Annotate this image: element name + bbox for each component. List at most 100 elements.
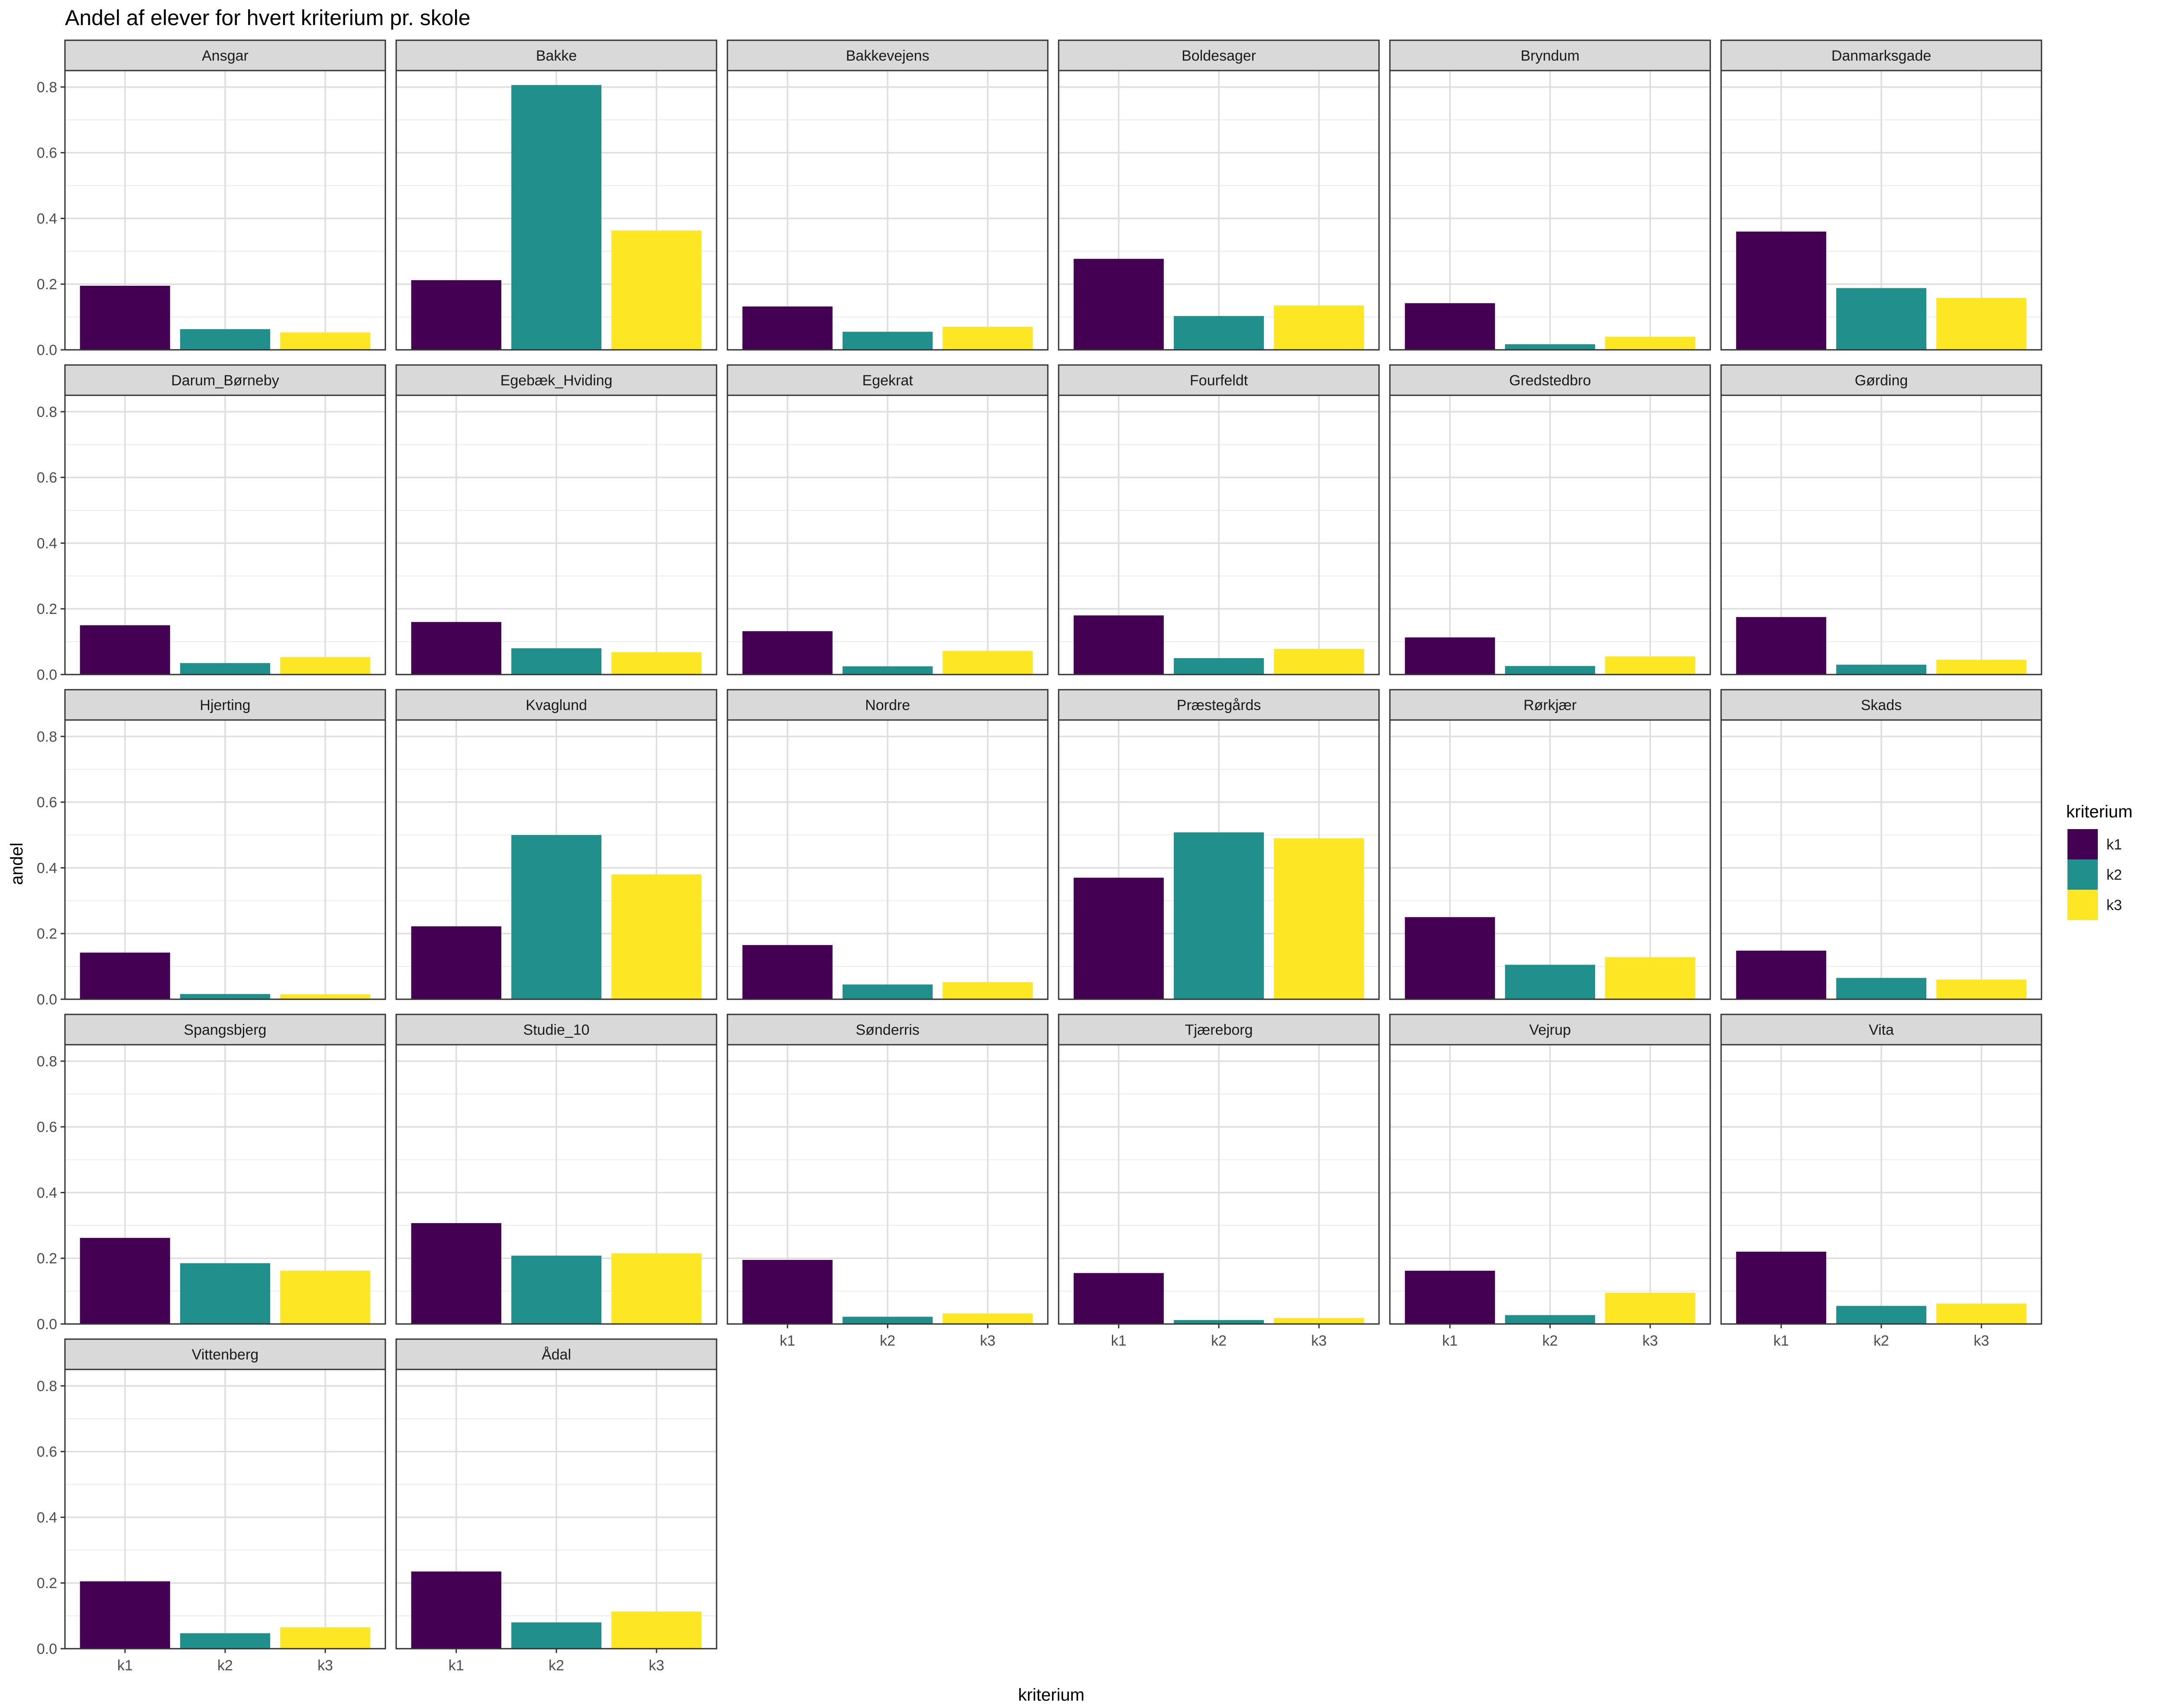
- bar-k1: [742, 1260, 833, 1324]
- legend-entries: k1 k2 k3: [2067, 829, 2122, 920]
- facet-strip: [1058, 689, 1380, 721]
- bar-k1: [411, 622, 501, 675]
- y-tick-label: 0.8: [37, 404, 57, 420]
- facet-strip: [727, 39, 1049, 71]
- bar-k1: [80, 1581, 170, 1649]
- bar-k3: [280, 332, 371, 350]
- y-tick-label: 0.8: [37, 1378, 57, 1395]
- facet-panel-gredstedbro: Gredstedbro: [1389, 364, 1711, 675]
- facet-strip-label: Gredstedbro: [1509, 372, 1591, 389]
- x-tick-label: k2: [880, 1333, 895, 1349]
- facet-strip: [64, 689, 386, 721]
- facet-strip: [727, 364, 1049, 396]
- legend-label-k3: k3: [2106, 897, 2122, 914]
- facet-strip: [1058, 364, 1380, 396]
- y-tick-label: 0.2: [37, 1575, 57, 1592]
- bar-k1: [411, 1223, 501, 1324]
- y-tick-label: 0.0: [37, 1316, 57, 1333]
- bar-k3: [1605, 336, 1696, 350]
- facet-strip-label: Gørding: [1855, 372, 1908, 389]
- bar-k2: [511, 1622, 602, 1649]
- bar-k2: [842, 666, 933, 675]
- bar-k2: [1836, 1306, 1927, 1324]
- facet-strip: [1058, 39, 1380, 71]
- bar-k1: [1405, 303, 1495, 350]
- facet-strip: [395, 689, 717, 721]
- y-tick-label: 0.6: [37, 1444, 57, 1460]
- x-tick-label: k3: [980, 1333, 995, 1349]
- bar-k3: [1274, 305, 1364, 350]
- bar-k2: [842, 1317, 933, 1324]
- facet-strip-label: Vejrup: [1529, 1022, 1571, 1038]
- facet-panel-spangsbjerg: Spangsbjerg 0.0 0.2 0.4 0.6 0.8: [37, 1014, 386, 1333]
- bar-k2: [180, 994, 271, 999]
- facet-strip: [64, 1014, 386, 1046]
- bar-k2: [842, 984, 933, 999]
- bar-k1: [411, 1571, 501, 1649]
- facet-strip-label: Danmarksgade: [1832, 48, 1932, 64]
- facet-strip: [1720, 364, 2042, 396]
- bar-k1: [1073, 615, 1164, 675]
- facet-panel-boldesager: Boldesager: [1058, 39, 1380, 351]
- bar-k3: [1274, 838, 1364, 999]
- bar-k2: [511, 835, 602, 999]
- bar-k2: [1505, 666, 1596, 675]
- y-tick-label: 0.0: [37, 991, 57, 1008]
- legend-label-k2: k2: [2106, 867, 2122, 883]
- facet-panel-egekrat: Egekrat: [727, 364, 1049, 675]
- facet-strip-label: Bryndum: [1521, 48, 1580, 64]
- y-tick-label: 0.8: [37, 729, 57, 745]
- facet-strip: [1720, 1014, 2042, 1046]
- facet-strip-label: Bakke: [536, 48, 577, 64]
- bar-k2: [1505, 344, 1596, 350]
- bar-k3: [943, 982, 1033, 999]
- bar-k1: [80, 286, 170, 350]
- facet-strip: [727, 689, 1049, 721]
- y-tick-label: 0.0: [37, 667, 57, 683]
- facet-strip: [1389, 689, 1711, 721]
- bar-k3: [1936, 979, 2027, 999]
- x-tick-label: k2: [1874, 1333, 1889, 1349]
- legend-key-k1: [2067, 829, 2098, 859]
- bar-k1: [80, 625, 170, 675]
- bar-k3: [280, 1271, 371, 1324]
- x-tick-label: k3: [1311, 1333, 1327, 1349]
- bar-k2: [180, 1633, 271, 1649]
- chart-title: Andel af elever for hvert kriterium pr. …: [65, 6, 471, 30]
- bar-k3: [611, 874, 702, 999]
- bar-k2: [511, 1256, 602, 1324]
- y-tick-label: 0.6: [37, 1119, 57, 1136]
- facet-panel-kvaglund: Kvaglund: [395, 689, 717, 1000]
- facet-panel-danmarksgade: Danmarksgade: [1720, 39, 2042, 351]
- facet-strip-label: Ådal: [542, 1346, 571, 1363]
- bar-k1: [742, 306, 833, 350]
- legend-key-k2: [2067, 859, 2098, 890]
- bar-k1: [742, 631, 833, 675]
- legend-title: kriterium: [2066, 802, 2132, 821]
- y-tick-label: 0.4: [37, 1509, 57, 1526]
- facet-strip-label: Egekrat: [862, 372, 913, 389]
- bar-k1: [1736, 617, 1826, 675]
- facet-panel-bakkevejens: Bakkevejens: [727, 39, 1049, 351]
- facet-panels: Ansgar 0.0 0.2 0.4 0.6 0.8 Bakke Bakkevejens Bol…: [37, 39, 2042, 1674]
- bar-k1: [1736, 950, 1826, 999]
- facet-strip: [1389, 1014, 1711, 1046]
- bar-k1: [1405, 1271, 1495, 1324]
- x-tick-label: k1: [1442, 1333, 1458, 1349]
- facet-strip-label: Egebæk_Hviding: [501, 372, 613, 389]
- facet-strip-label: Tjæreborg: [1185, 1022, 1253, 1038]
- x-tick-label: k2: [1542, 1333, 1558, 1349]
- bar-k1: [1736, 1252, 1826, 1324]
- facet-strip-label: Skads: [1861, 697, 1902, 714]
- facet-panel-vejrup: Vejrup k1 k2 k3: [1389, 1014, 1711, 1349]
- x-axis-title: kriterium: [1018, 1685, 1084, 1705]
- bar-k2: [511, 648, 602, 675]
- legend-key-k3: [2067, 890, 2098, 920]
- bar-k1: [1073, 258, 1164, 350]
- y-tick-label: 0.8: [37, 79, 57, 96]
- legend-label-k1: k1: [2106, 836, 2122, 853]
- y-axis-title: andel: [7, 843, 26, 885]
- facet-strip: [1058, 1014, 1380, 1046]
- facet-panel-tjæreborg: Tjæreborg k1 k2 k3: [1058, 1014, 1380, 1349]
